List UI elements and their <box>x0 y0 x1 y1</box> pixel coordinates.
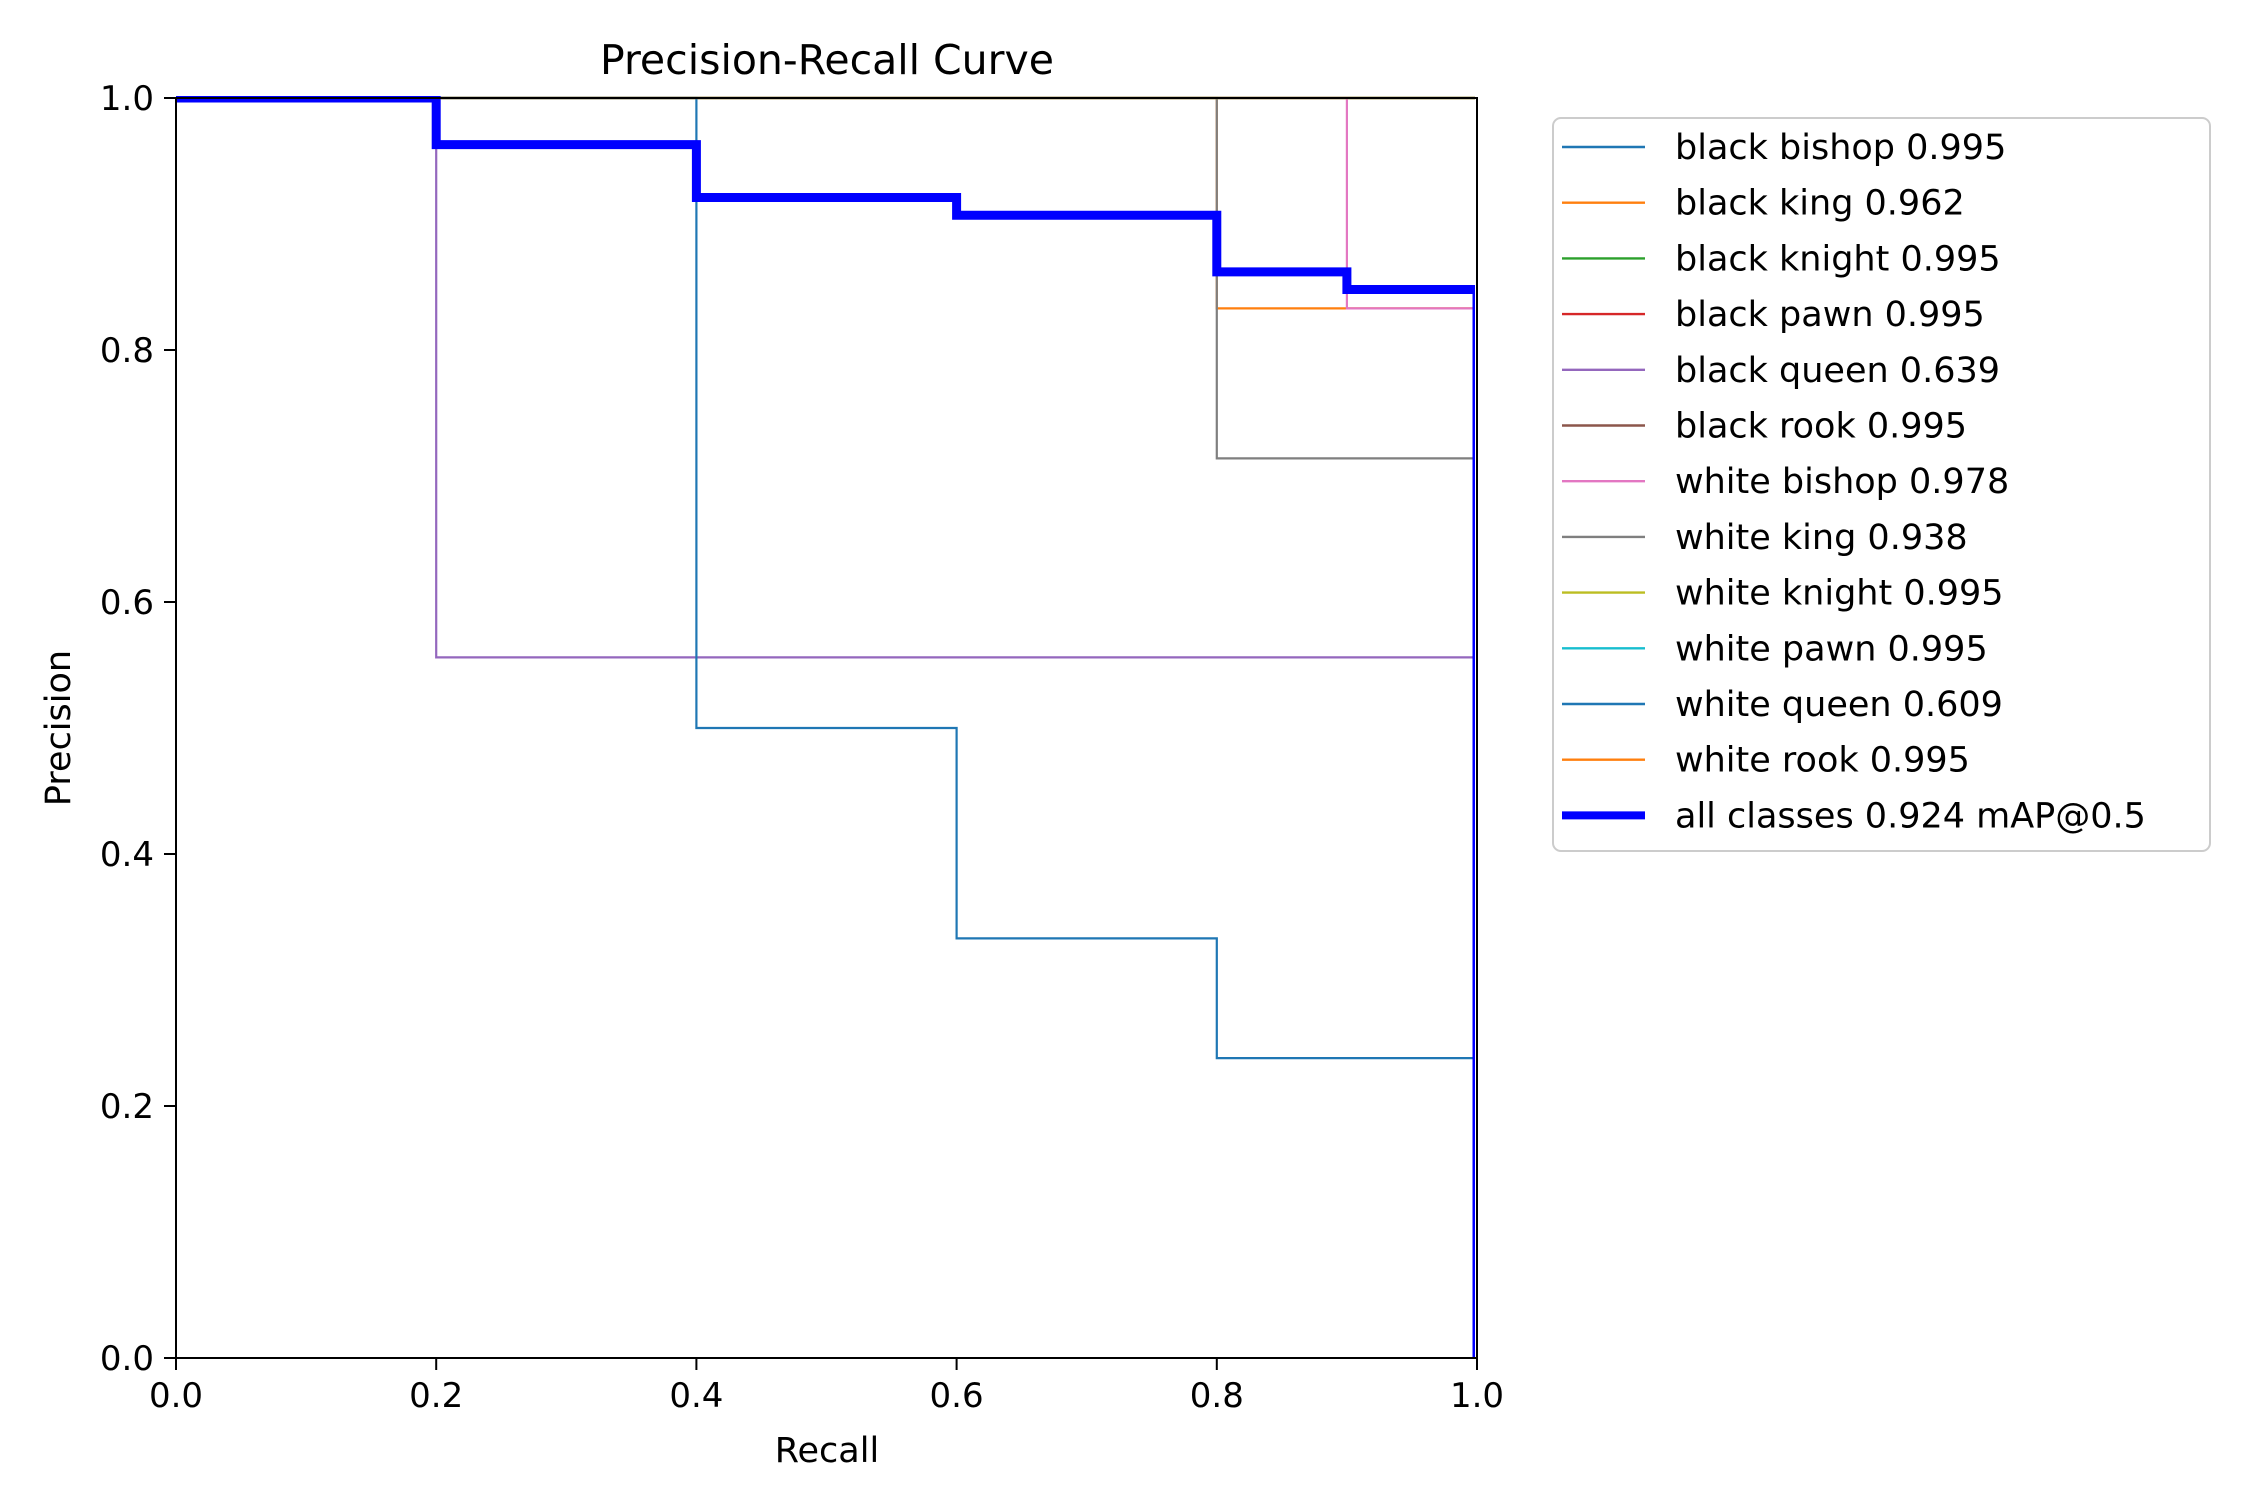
series-line-12 <box>176 96 1475 1358</box>
legend-label-8: white knight 0.995 <box>1675 574 2004 614</box>
legend-label-4: black queen 0.639 <box>1675 351 2000 391</box>
legend-label-5: black rook 0.995 <box>1675 407 1967 447</box>
legend-label-0: black bishop 0.995 <box>1675 128 2006 168</box>
plot-frame <box>175 97 1478 1359</box>
x-tick-label: 0.2 <box>409 1376 463 1416</box>
x-tick-label: 0.8 <box>1190 1376 1244 1416</box>
legend-label-3: black pawn 0.995 <box>1675 295 1985 335</box>
x-tick-label: 0.0 <box>149 1376 203 1416</box>
legend-label-2: black knight 0.995 <box>1675 239 2001 279</box>
legend: black bishop 0.995 black king 0.962 black … <box>1552 117 2211 852</box>
legend-label-7: white king 0.938 <box>1675 518 1968 558</box>
x-axis-ticks: 0.0 0.2 0.4 0.6 0.8 1.0 <box>149 1358 1504 1416</box>
y-tick-label: 1.0 <box>100 79 154 119</box>
x-tick-label: 0.4 <box>669 1376 723 1416</box>
chart-title: Precision-Recall Curve <box>600 36 1054 84</box>
legend-box <box>1552 117 2211 852</box>
series-line-10 <box>176 96 1475 1060</box>
y-tick-label: 0.0 <box>100 1339 154 1379</box>
y-axis-label: Precision <box>39 650 79 806</box>
x-tick-label: 0.6 <box>930 1376 984 1416</box>
legend-label-9: white pawn 0.995 <box>1675 629 1988 669</box>
x-axis-label: Recall <box>775 1431 879 1471</box>
y-tick-label: 0.8 <box>100 331 154 371</box>
legend-label-12: all classes 0.924 mAP@0.5 <box>1675 796 2146 836</box>
legend-label-11: white rook 0.995 <box>1675 741 1970 781</box>
legend-label-10: white queen 0.609 <box>1675 685 2003 725</box>
y-tick-label: 0.6 <box>100 583 154 623</box>
x-tick-label: 1.0 <box>1450 1376 1504 1416</box>
legend-label-1: black king 0.962 <box>1675 184 1965 224</box>
legend-label-6: white bishop 0.978 <box>1675 462 2009 502</box>
y-tick-label: 0.4 <box>100 835 154 875</box>
y-tick-label: 0.2 <box>100 1087 154 1127</box>
y-axis-ticks: 0.0 0.2 0.4 0.6 0.8 1.0 <box>100 79 176 1379</box>
legend-items: black bishop 0.995 black king 0.962 black … <box>1562 128 2146 836</box>
